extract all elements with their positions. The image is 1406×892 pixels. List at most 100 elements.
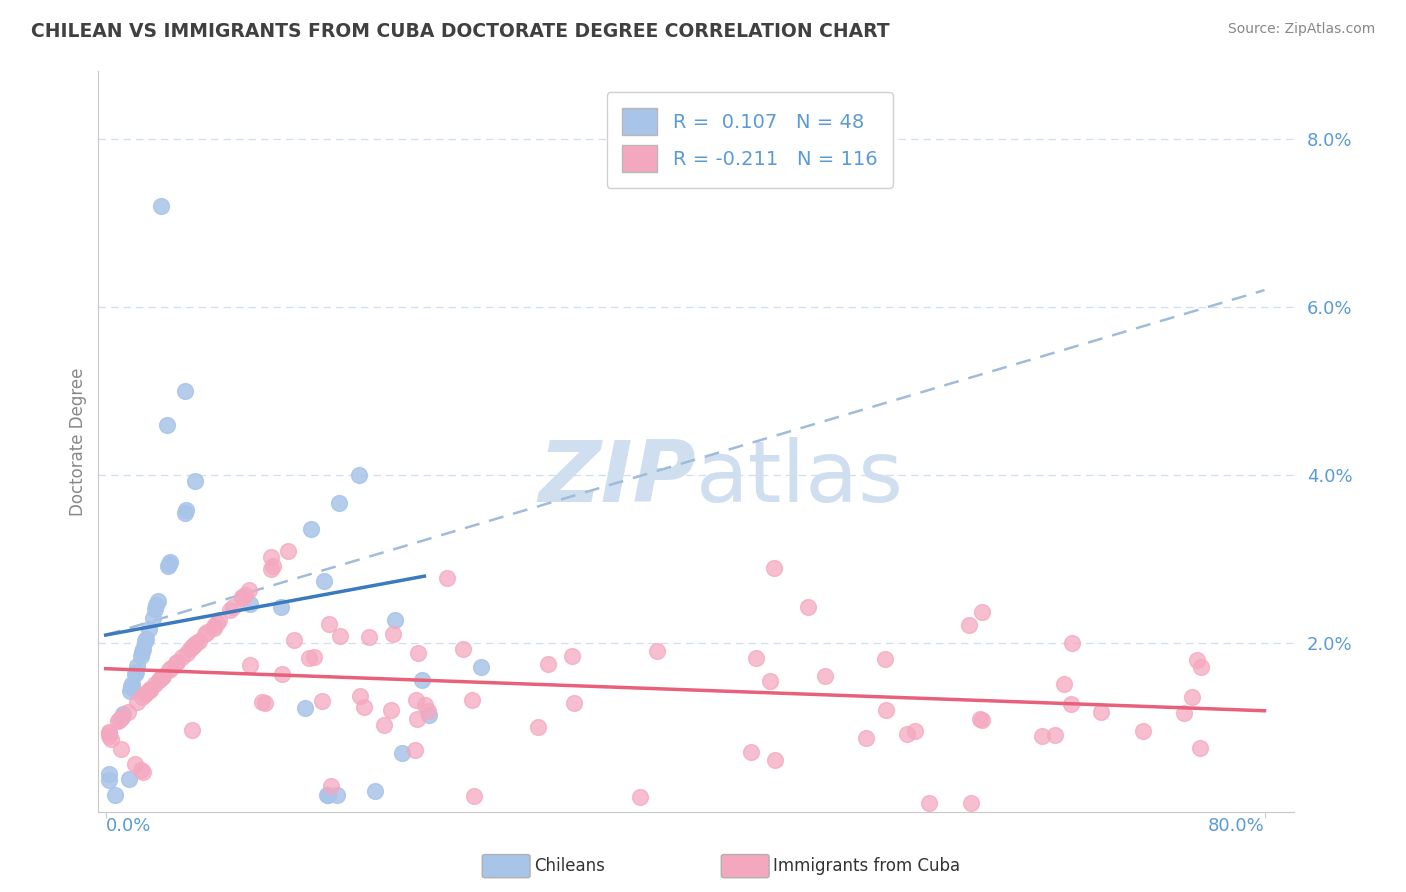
- Point: [537, 657, 560, 671]
- Point: [127, 695, 149, 709]
- Point: [145, 598, 167, 612]
- Point: [321, 779, 343, 793]
- Point: [562, 696, 585, 710]
- Point: [904, 724, 927, 739]
- Point: [253, 696, 276, 710]
- Point: [129, 648, 152, 663]
- Point: [143, 677, 166, 691]
- Point: [165, 656, 187, 670]
- Point: [416, 705, 439, 719]
- Point: [134, 687, 156, 701]
- Point: [436, 570, 458, 584]
- Point: [124, 666, 146, 681]
- Point: [796, 600, 818, 615]
- Point: [160, 661, 183, 675]
- Point: [138, 622, 160, 636]
- Point: [357, 630, 380, 644]
- Point: [451, 641, 474, 656]
- Point: [970, 605, 993, 619]
- Point: [814, 669, 837, 683]
- Point: [318, 788, 340, 802]
- Point: [139, 681, 162, 696]
- Point: [406, 646, 429, 660]
- Point: [740, 745, 762, 759]
- Point: [299, 522, 322, 536]
- Point: [957, 618, 980, 632]
- Point: [124, 757, 146, 772]
- Point: [1031, 729, 1053, 743]
- Point: [373, 718, 395, 732]
- Point: [418, 708, 440, 723]
- Point: [195, 624, 218, 639]
- Point: [316, 788, 339, 802]
- Point: [118, 684, 141, 698]
- Point: [131, 764, 153, 778]
- Point: [117, 705, 139, 719]
- Point: [277, 544, 299, 558]
- Legend: R =  0.107   N = 48, R = -0.211   N = 116: R = 0.107 N = 48, R = -0.211 N = 116: [606, 92, 893, 188]
- Point: [205, 615, 228, 630]
- Point: [194, 627, 217, 641]
- Point: [382, 627, 405, 641]
- Point: [349, 689, 371, 703]
- Point: [461, 692, 484, 706]
- Point: [326, 788, 349, 802]
- Point: [183, 638, 205, 652]
- Point: [110, 711, 132, 725]
- Point: [1090, 705, 1112, 719]
- Point: [120, 679, 142, 693]
- Point: [1043, 728, 1066, 742]
- Point: [1173, 706, 1195, 721]
- Point: [111, 707, 134, 722]
- Y-axis label: Doctorate Degree: Doctorate Degree: [69, 368, 87, 516]
- Text: 0.0%: 0.0%: [105, 817, 150, 835]
- Point: [311, 694, 333, 708]
- Text: Source: ZipAtlas.com: Source: ZipAtlas.com: [1227, 22, 1375, 37]
- Point: [127, 659, 149, 673]
- Point: [134, 687, 156, 701]
- Point: [561, 649, 583, 664]
- Point: [759, 674, 782, 689]
- Point: [411, 673, 433, 687]
- Point: [166, 655, 188, 669]
- Point: [131, 764, 153, 779]
- Point: [304, 650, 326, 665]
- Point: [150, 671, 173, 685]
- Point: [1062, 636, 1084, 650]
- Point: [353, 700, 375, 714]
- Point: [202, 621, 225, 635]
- Text: ZIP: ZIP: [538, 437, 696, 520]
- Point: [1053, 677, 1076, 691]
- Point: [231, 591, 253, 605]
- Point: [98, 773, 121, 788]
- Point: [218, 603, 240, 617]
- Point: [118, 772, 141, 786]
- Point: [176, 646, 198, 660]
- Point: [1189, 741, 1212, 756]
- Point: [134, 634, 156, 648]
- Point: [97, 725, 120, 739]
- Point: [969, 712, 991, 726]
- Point: [763, 560, 786, 574]
- Point: [157, 557, 180, 571]
- Point: [463, 789, 485, 803]
- Point: [155, 417, 177, 432]
- Point: [131, 690, 153, 704]
- Point: [329, 629, 352, 643]
- Point: [174, 502, 197, 516]
- Point: [186, 636, 208, 650]
- Point: [318, 617, 340, 632]
- Point: [111, 710, 134, 724]
- Point: [413, 698, 436, 713]
- Point: [152, 669, 174, 683]
- Point: [364, 784, 387, 798]
- Point: [347, 468, 370, 483]
- Point: [271, 667, 294, 681]
- Point: [202, 619, 225, 633]
- Point: [283, 633, 305, 648]
- Point: [124, 665, 146, 680]
- Point: [628, 790, 651, 805]
- Text: Chileans: Chileans: [534, 857, 605, 875]
- Point: [120, 680, 142, 694]
- Point: [527, 720, 550, 734]
